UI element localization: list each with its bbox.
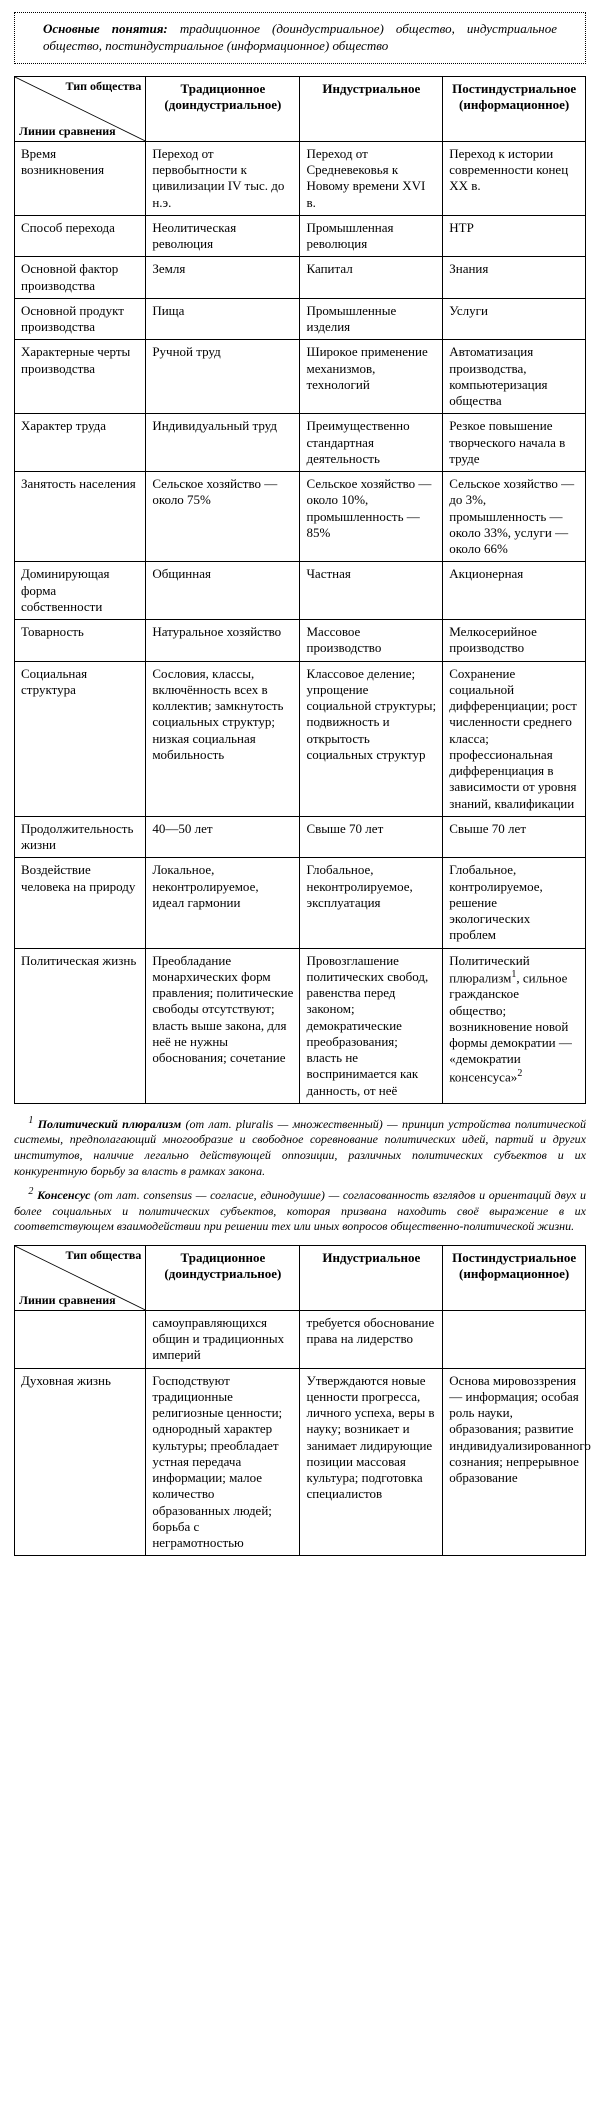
footnotes: 1 Политический плюрализм (от лат. plural… bbox=[14, 1114, 586, 1235]
table-row: Политическая жизньПреобладание монархиче… bbox=[15, 948, 586, 1103]
cell: Духовная жизнь bbox=[15, 1368, 146, 1556]
cell: Локальное, неконтролируемое, идеал гармо… bbox=[146, 858, 300, 948]
cell: Утверждаются новые ценности прогресса, л… bbox=[300, 1368, 443, 1556]
cell: Переход от Средневековья к Новому времен… bbox=[300, 141, 443, 215]
cell: Капитал bbox=[300, 257, 443, 299]
table-header-row: Тип общества Линии сравнения Традиционно… bbox=[15, 76, 586, 141]
cell: Продолжительность жизни bbox=[15, 816, 146, 858]
diag-bottom-label: Линии сравнения bbox=[19, 1293, 116, 1308]
cell: Промышленная революция bbox=[300, 215, 443, 257]
table-row: Основной фактор производстваЗемляКапитал… bbox=[15, 257, 586, 299]
table-row: Социальная структураСословия, классы, вк… bbox=[15, 661, 586, 816]
cell: Знания bbox=[443, 257, 586, 299]
table-row: Характерные черты производстваРучной тру… bbox=[15, 340, 586, 414]
cell: 40—50 лет bbox=[146, 816, 300, 858]
cell bbox=[15, 1310, 146, 1368]
cell: Время возникновения bbox=[15, 141, 146, 215]
concepts-box: Основные понятия: традиционное (доиндуст… bbox=[14, 12, 586, 64]
cell: Провозглашение политических свобод, раве… bbox=[300, 948, 443, 1103]
cell: Натуральное хозяйство bbox=[146, 620, 300, 662]
cell: Земля bbox=[146, 257, 300, 299]
cell: Воздействие человека на природу bbox=[15, 858, 146, 948]
table-row: Характер трудаИндивидуальный трудПреимущ… bbox=[15, 414, 586, 472]
cell: Переход от первобытности к цивилизации I… bbox=[146, 141, 300, 215]
col-industrial: Индустриальное bbox=[300, 1245, 443, 1310]
table-row: Продолжительность жизни40—50 летСвыше 70… bbox=[15, 816, 586, 858]
cell: Сельское хозяйство — около 75% bbox=[146, 472, 300, 562]
cell: Основа мировоззрения — информация; особа… bbox=[443, 1368, 586, 1556]
cell: Услуги bbox=[443, 298, 586, 340]
table-2: Тип общества Линии сравнения Традиционно… bbox=[14, 1245, 586, 1557]
cell: Переход к истории современности конец XX… bbox=[443, 141, 586, 215]
cell: Основной фактор производства bbox=[15, 257, 146, 299]
col-postindustrial: Постиндустриальное (информационное) bbox=[443, 76, 586, 141]
cell: Сословия, классы, включённость всех в ко… bbox=[146, 661, 300, 816]
cell: Промышленные изделия bbox=[300, 298, 443, 340]
footnote-2: 2 Консенсус (от лат. consensus — согласи… bbox=[14, 1185, 586, 1235]
diag-top-label: Тип общества bbox=[65, 79, 141, 94]
cell: Свыше 70 лет bbox=[300, 816, 443, 858]
cell: Занятость населения bbox=[15, 472, 146, 562]
cell: Широкое применение механизмов, технологи… bbox=[300, 340, 443, 414]
table-row: Духовная жизньГосподствуют традиционные … bbox=[15, 1368, 586, 1556]
cell: Основной продукт производства bbox=[15, 298, 146, 340]
diag-top-label: Тип общества bbox=[65, 1248, 141, 1263]
cell: Свыше 70 лет bbox=[443, 816, 586, 858]
table-row: Занятость населенияСельское хозяйство — … bbox=[15, 472, 586, 562]
cell: Акционерная bbox=[443, 562, 586, 620]
col-postindustrial: Постиндустриальное (информационное) bbox=[443, 1245, 586, 1310]
cell: Товарность bbox=[15, 620, 146, 662]
cell: Пища bbox=[146, 298, 300, 340]
cell: Частная bbox=[300, 562, 443, 620]
cell: Сельское хозяйство — около 10%, промышле… bbox=[300, 472, 443, 562]
cell: Классовое деление; упрощение социальной … bbox=[300, 661, 443, 816]
cell: Индивидуальный труд bbox=[146, 414, 300, 472]
diagonal-header: Тип общества Линии сравнения bbox=[15, 76, 146, 141]
col-traditional: Традиционное (доиндустриальное) bbox=[146, 1245, 300, 1310]
table-header-row: Тип общества Линии сравнения Традиционно… bbox=[15, 1245, 586, 1310]
cell: самоуправляющихся общин и традиционных и… bbox=[146, 1310, 300, 1368]
cell: Сохранение социальной дифференциации; ро… bbox=[443, 661, 586, 816]
cell: Преимущественно стандартная деятельность bbox=[300, 414, 443, 472]
cell bbox=[443, 1310, 586, 1368]
table-row: самоуправляющихся общин и традиционных и… bbox=[15, 1310, 586, 1368]
cell: Мелкосерийное производство bbox=[443, 620, 586, 662]
cell: Автоматизация производства, компьютериза… bbox=[443, 340, 586, 414]
cell: Глобальное, неконтролируемое, эксплуатац… bbox=[300, 858, 443, 948]
cell: НТР bbox=[443, 215, 586, 257]
table-row: Основной продукт производстваПищаПромышл… bbox=[15, 298, 586, 340]
cell: Господствуют традиционные религиозные це… bbox=[146, 1368, 300, 1556]
table-row: Время возникновенияПереход от первобытно… bbox=[15, 141, 586, 215]
cell: требуется обоснование права на лидерство bbox=[300, 1310, 443, 1368]
cell: Резкое повышение творческого начала в тр… bbox=[443, 414, 586, 472]
footnote-1: 1 Политический плюрализм (от лат. plural… bbox=[14, 1114, 586, 1179]
cell: Сельское хозяйство — до 3%, промышленнос… bbox=[443, 472, 586, 562]
cell: Преобладание монархических форм правлени… bbox=[146, 948, 300, 1103]
cell: Общинная bbox=[146, 562, 300, 620]
cell: Характерные черты производства bbox=[15, 340, 146, 414]
concepts-label: Основные понятия: bbox=[43, 21, 168, 36]
cell: Политический плюрализм1, сильное граждан… bbox=[443, 948, 586, 1103]
table-row: Способ переходаНеолитическая революцияПр… bbox=[15, 215, 586, 257]
cell: Глобальное, контролируемое, решение экол… bbox=[443, 858, 586, 948]
table-row: Доминирующая форма собственностиОбщинная… bbox=[15, 562, 586, 620]
diagonal-header: Тип общества Линии сравнения bbox=[15, 1245, 146, 1310]
cell: Доминирующая форма собственности bbox=[15, 562, 146, 620]
cell: Неолитическая революция bbox=[146, 215, 300, 257]
table-row: ТоварностьНатуральное хозяйствоМассовое … bbox=[15, 620, 586, 662]
cell: Политическая жизнь bbox=[15, 948, 146, 1103]
cell: Ручной труд bbox=[146, 340, 300, 414]
cell: Социальная структура bbox=[15, 661, 146, 816]
table-1: Тип общества Линии сравнения Традиционно… bbox=[14, 76, 586, 1104]
col-traditional: Традиционное (доиндустриальное) bbox=[146, 76, 300, 141]
cell: Характер труда bbox=[15, 414, 146, 472]
diag-bottom-label: Линии сравнения bbox=[19, 124, 116, 139]
table-row: Воздействие человека на природуЛокальное… bbox=[15, 858, 586, 948]
cell: Массовое производство bbox=[300, 620, 443, 662]
col-industrial: Индустриальное bbox=[300, 76, 443, 141]
cell: Способ перехода bbox=[15, 215, 146, 257]
